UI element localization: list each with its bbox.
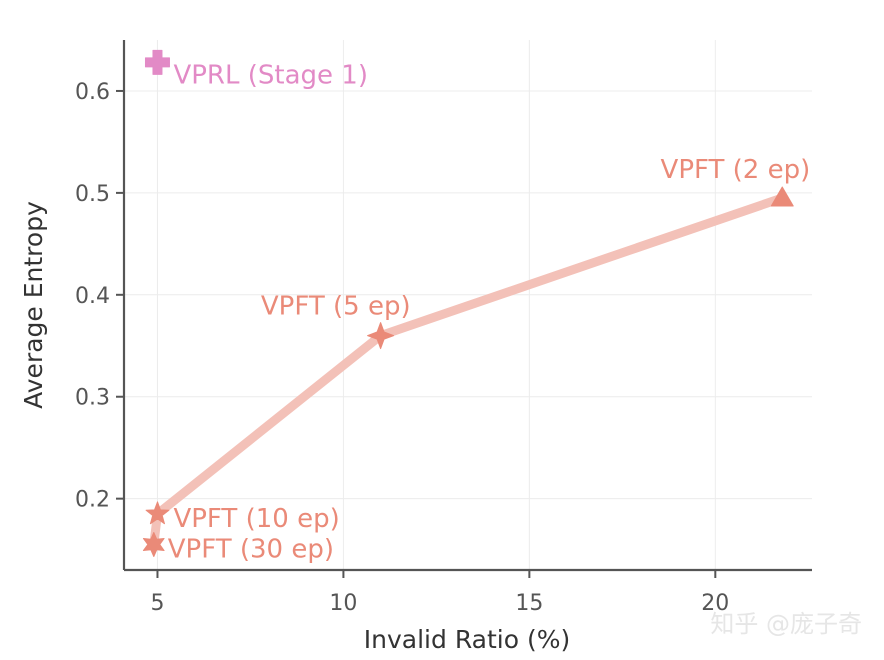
x-tick-label: 15 bbox=[515, 591, 543, 616]
point-labels-group: VPFT (2 ep) VPFT (5 ep) VPFT (10 ep)VPFT (… bbox=[168, 60, 810, 564]
y-tick-label: 0.4 bbox=[75, 284, 110, 309]
data-point-marker bbox=[145, 501, 170, 525]
markers-group bbox=[142, 49, 794, 557]
data-point-marker bbox=[142, 532, 165, 557]
data-point-label: VPFT (2 ep) bbox=[661, 155, 811, 185]
series-line-group bbox=[149, 193, 787, 549]
x-tick-label: 20 bbox=[701, 591, 729, 616]
data-point-label: VPFT (10 ep) bbox=[173, 504, 339, 534]
y-tick-label: 0.2 bbox=[75, 488, 110, 513]
data-point-label: VPFT (5 ep) bbox=[261, 292, 411, 322]
watermark-text: 知乎 @庞子奇 bbox=[710, 610, 862, 638]
y-axis-title: Average Entropy bbox=[19, 201, 48, 409]
x-tick-label: 5 bbox=[150, 591, 164, 616]
series-line-vpft bbox=[149, 193, 787, 549]
data-point-marker bbox=[144, 49, 170, 75]
x-tick-label: 10 bbox=[329, 591, 357, 616]
grid bbox=[124, 40, 812, 570]
axes: 5 10 15 20 0.2 0.3 0.4 0.5 0.6 bbox=[75, 40, 812, 616]
y-tick-label: 0.3 bbox=[75, 386, 110, 411]
x-axis-title: Invalid Ratio (%) bbox=[364, 625, 570, 654]
data-point-label: VPFT (30 ep) bbox=[168, 535, 334, 565]
y-tick-label: 0.5 bbox=[75, 182, 110, 207]
y-tick-label: 0.6 bbox=[75, 80, 110, 105]
data-point-marker bbox=[770, 186, 794, 207]
data-point-label: VPRL (Stage 1) bbox=[173, 60, 368, 90]
data-point-marker bbox=[367, 322, 395, 350]
